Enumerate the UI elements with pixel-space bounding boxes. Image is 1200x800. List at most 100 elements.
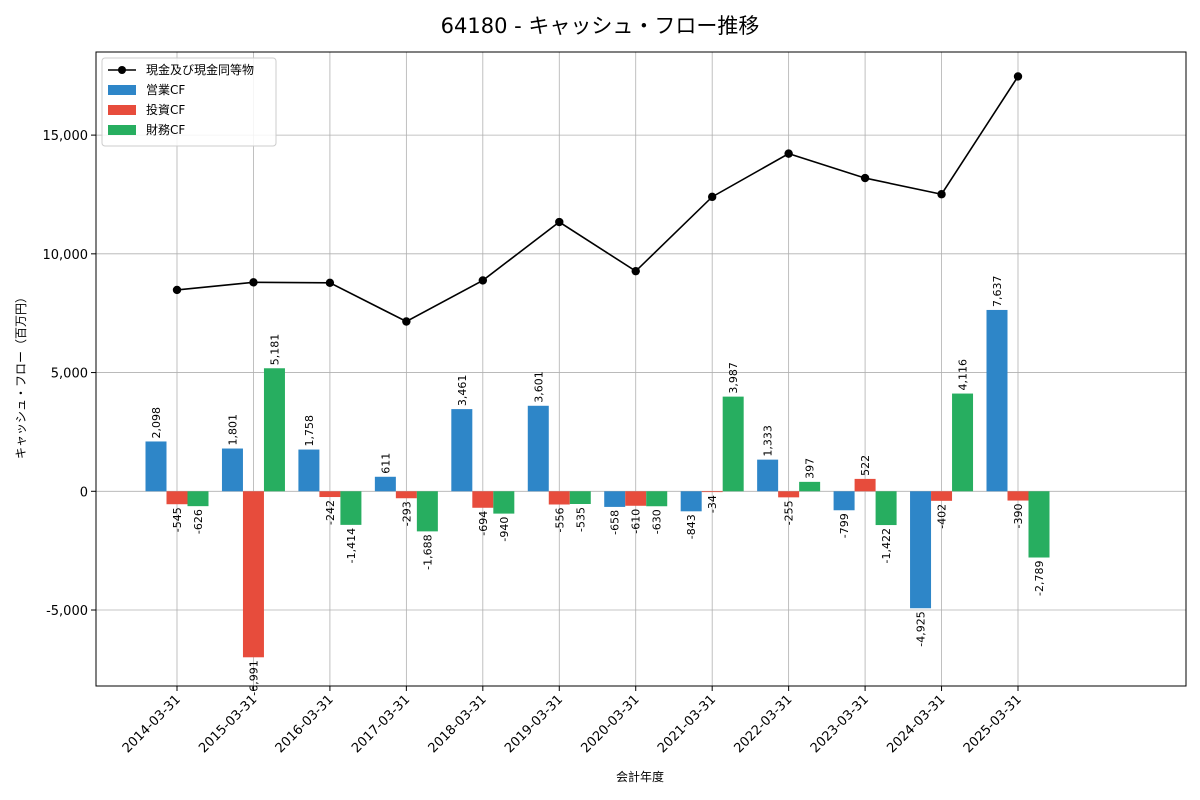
y-axis-label: キャッシュ・フロー（百万円） <box>14 291 28 459</box>
gridlines <box>96 52 1186 686</box>
bar <box>187 491 209 507</box>
bar-label: 522 <box>859 455 872 476</box>
bar <box>986 309 1008 492</box>
bar-label: 611 <box>379 453 392 474</box>
bar-label: -940 <box>498 517 511 542</box>
bar <box>242 491 264 658</box>
bar <box>1007 491 1029 501</box>
cash-line-path <box>176 76 1019 323</box>
x-tick-label: 2014-03-31 <box>120 692 184 756</box>
bar-label: 1,801 <box>226 414 239 446</box>
bar-label: 4,116 <box>957 359 970 391</box>
bar-label: -658 <box>609 510 622 535</box>
bars <box>145 309 1050 658</box>
cash-point <box>555 217 564 227</box>
legend-bar-swatch <box>108 105 136 115</box>
bar-label: -535 <box>574 507 587 532</box>
bar-label: -630 <box>651 509 664 534</box>
bar <box>374 476 396 492</box>
cash-point <box>478 276 488 285</box>
bar-labels: 2,098 1,801 1,758 611 3,461 3,601 -658 -843 1,33… <box>150 275 1046 695</box>
bar-label: -255 <box>783 500 796 525</box>
bar-label: -799 <box>838 513 851 538</box>
x-tick-label: 2025-03-31 <box>961 692 1025 756</box>
bar <box>298 449 320 492</box>
legend-bar-swatch <box>108 85 136 95</box>
bar <box>799 481 821 492</box>
cash-point <box>784 149 793 158</box>
bar <box>340 491 362 525</box>
bar-label: -4,925 <box>915 611 928 646</box>
bar <box>646 491 668 507</box>
bar <box>757 459 779 492</box>
x-axis-label: 会計年度 <box>616 769 664 784</box>
x-tick-label: 2021-03-31 <box>655 692 719 756</box>
bar-label: 1,333 <box>762 425 775 457</box>
bar-label: -242 <box>324 500 337 525</box>
bar <box>778 491 800 498</box>
bar-label: -694 <box>477 511 490 536</box>
y-tick-label: 10,000 <box>43 248 89 263</box>
cash-point <box>249 278 258 287</box>
legend-bar-swatch <box>108 125 136 135</box>
x-tick-label: 2016-03-31 <box>273 692 337 756</box>
bar-label: -402 <box>936 504 949 529</box>
legend-entry: 現金及び現金同等物 <box>146 62 254 77</box>
bar-label: 7,637 <box>991 275 1004 307</box>
bar <box>548 491 570 505</box>
x-tick-label: 2018-03-31 <box>426 692 490 756</box>
cash-point <box>860 173 870 183</box>
x-tick-label: 2022-03-31 <box>731 692 795 756</box>
cash-point <box>325 278 335 288</box>
y-axis: -5,000 0 5,000 10,000 15,000 <box>43 129 96 619</box>
plot-frame <box>95 51 1187 687</box>
bar-label: 3,987 <box>727 362 740 394</box>
bar <box>680 491 702 512</box>
y-tick-label: -5,000 <box>46 604 88 619</box>
x-tick-label: 2024-03-31 <box>884 692 948 756</box>
bar <box>451 409 473 492</box>
bar-label: -390 <box>1012 504 1025 529</box>
bar <box>701 491 723 493</box>
bar-label: -843 <box>685 514 698 539</box>
bar <box>319 491 341 498</box>
cash-point <box>631 266 640 276</box>
x-tick-label: 2017-03-31 <box>349 692 413 756</box>
bar-label: 3,461 <box>456 375 469 407</box>
bar-label: 1,758 <box>303 415 316 447</box>
cash-point <box>1013 72 1023 81</box>
cash-point <box>937 190 946 199</box>
bar <box>472 491 494 508</box>
bar <box>952 393 974 492</box>
cash-line <box>172 72 1023 326</box>
bar <box>833 491 855 511</box>
bar <box>854 478 876 492</box>
bar-label: -556 <box>553 507 566 532</box>
y-tick-label: 0 <box>80 485 88 500</box>
bar-label: -626 <box>192 509 205 534</box>
bar <box>416 491 438 532</box>
bar-label: -610 <box>630 509 643 534</box>
bar-label: -293 <box>400 501 413 526</box>
bar <box>931 491 953 501</box>
bar-label: -34 <box>706 495 719 513</box>
bar-label: -6,991 <box>247 660 260 695</box>
bar-label: -1,414 <box>345 528 358 563</box>
x-tick-label: 2023-03-31 <box>808 692 872 756</box>
bar-label: -1,688 <box>421 534 434 569</box>
bar <box>604 491 626 507</box>
x-tick-label: 2019-03-31 <box>502 692 566 756</box>
bar <box>145 441 167 492</box>
y-tick-label: 5,000 <box>51 367 88 382</box>
bar-label: 5,181 <box>268 334 281 366</box>
bar <box>166 491 188 505</box>
legend-entry: 営業CF <box>146 83 185 97</box>
bar <box>625 491 647 506</box>
legend-entry: 投資CF <box>146 102 185 117</box>
bar-label: -545 <box>171 507 184 532</box>
bar <box>722 396 744 492</box>
bar-label: 3,601 <box>532 371 545 403</box>
legend-frame <box>101 57 277 147</box>
